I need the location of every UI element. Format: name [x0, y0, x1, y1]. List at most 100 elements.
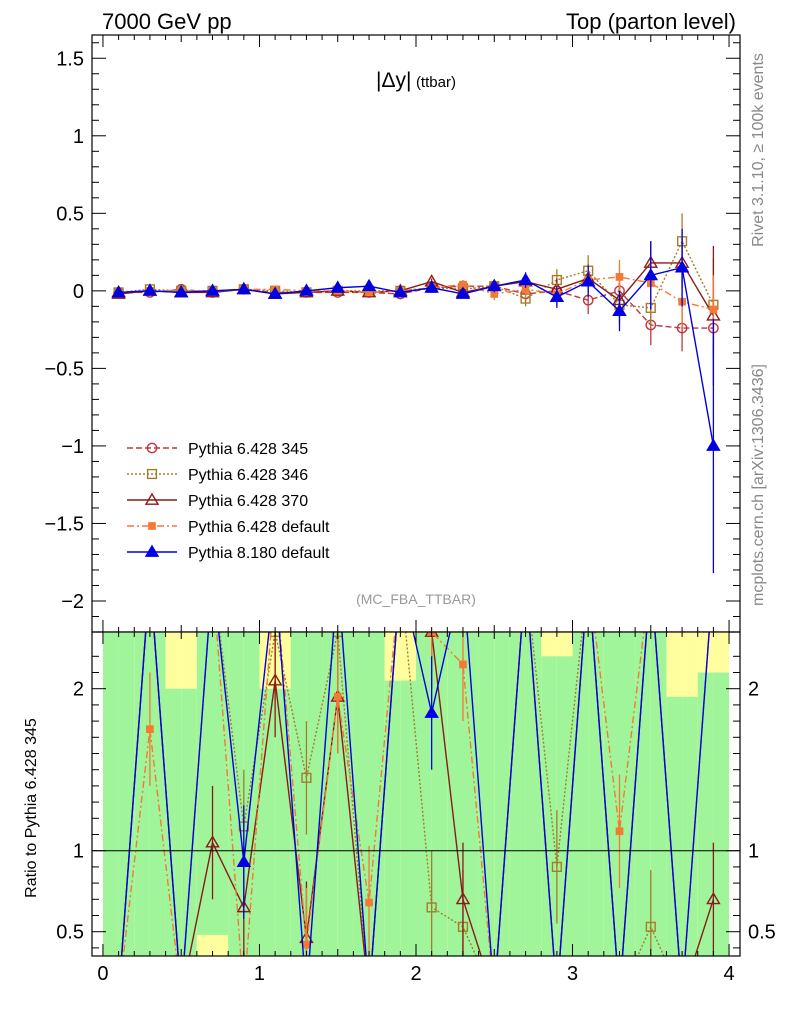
band-1sigma [494, 632, 510, 956]
main-panel: 1.5 1 0.5 0 −0.5 −1 −1.5 −2 [45, 34, 741, 633]
series-line [118, 266, 715, 447]
x-tick-label: 3 [567, 963, 578, 985]
x-tick-label: 4 [723, 963, 734, 985]
data-point [612, 303, 627, 316]
observable-title-main: |Δy| [376, 69, 411, 92]
band-1sigma [337, 632, 354, 956]
rivet-version-label: Rivet 3.1.10, ≥ 100k events [750, 53, 767, 247]
data-point [424, 280, 439, 293]
series-pythia-6-428-345 [113, 275, 719, 360]
observable-title: |Δy| (ttbar) [376, 69, 456, 92]
legend-label: Pythia 6.428 370 [188, 493, 308, 510]
band-1sigma [306, 632, 323, 956]
legend-label: Pythia 8.180 default [188, 545, 330, 562]
x-tick-label: 2 [410, 963, 421, 985]
data-point [173, 284, 189, 298]
y-tick-label: 1.5 [56, 48, 84, 70]
ratio-line [122, 632, 710, 956]
energy-label: 7000 GeV pp [102, 9, 232, 34]
analysis-tag: (MC_FBA_TTBAR) [356, 591, 476, 607]
legend-marker [146, 468, 158, 480]
data-point [518, 272, 533, 285]
data-point [205, 283, 220, 296]
band-1sigma [525, 632, 542, 956]
band-1sigma [118, 632, 135, 956]
band-1sigma [650, 632, 667, 956]
legend-label: Pythia 6.428 345 [188, 441, 308, 458]
ratio-point [236, 854, 252, 867]
ratio-point [146, 725, 154, 734]
band-1sigma [322, 632, 338, 956]
band-1sigma [603, 632, 620, 956]
ratio-point [301, 772, 312, 783]
data-point [709, 305, 718, 314]
ratio-y-tick-label-right: 1 [748, 841, 759, 863]
ratio-point [551, 861, 562, 873]
band-1sigma [165, 688, 182, 956]
data-point [486, 278, 502, 292]
main-series-layer [111, 213, 721, 574]
data-point [299, 283, 314, 296]
data-point [549, 289, 565, 302]
ratio-pythia-8-180-default [120, 632, 710, 956]
data-point [267, 286, 283, 299]
band-1sigma [509, 632, 526, 956]
band-1sigma [478, 632, 495, 956]
ratio-point [365, 898, 373, 907]
legend-entry: Pythia 6.428 346 [127, 467, 308, 484]
data-point [490, 290, 499, 298]
y-tick-label: −1 [61, 436, 84, 458]
band-1sigma [556, 656, 573, 956]
band-1sigma [572, 632, 589, 956]
ratio-point [205, 835, 220, 848]
band-1sigma [369, 632, 385, 956]
ratio-y-tick-label: 1 [73, 841, 84, 863]
ratio-point [455, 891, 471, 905]
series-pythia-8-180-default [111, 228, 721, 574]
legend-entry: Pythia 6.428 370 [127, 492, 308, 510]
legend-marker [144, 492, 160, 505]
data-point [706, 438, 721, 451]
band-1sigma [619, 632, 636, 956]
y-tick-label: −1.5 [45, 513, 84, 535]
process-label: Top (parton level) [566, 9, 736, 34]
legend-entry: Pythia 8.180 default [127, 544, 330, 562]
legend-marker [144, 544, 160, 557]
data-point [393, 284, 408, 298]
data-point [365, 288, 373, 297]
ratio-y-tick-label: 2 [73, 679, 84, 701]
y-tick-label: 0.5 [56, 203, 84, 225]
band-1sigma [697, 672, 714, 956]
ratio-point [267, 673, 283, 686]
band-1sigma [588, 632, 604, 956]
legend-entry: Pythia 6.428 345 [127, 441, 308, 458]
data-point [674, 260, 690, 273]
legend-label: Pythia 6.428 default [188, 519, 330, 536]
y-tick-label: −0.5 [45, 358, 84, 380]
band-1sigma [290, 632, 307, 956]
band-1sigma [666, 696, 683, 956]
data-point [455, 286, 471, 299]
y-tick-label: 1 [73, 126, 84, 148]
data-point [580, 274, 596, 287]
ratio-y-axis-label: Ratio to Pythia 6.428 345 [23, 718, 40, 898]
series-line [118, 239, 715, 309]
data-point [142, 283, 158, 296]
data-point [615, 273, 624, 281]
ratio-bands [102, 632, 730, 956]
data-point [459, 280, 467, 289]
series-pythia-6-428-346 [113, 213, 719, 352]
legend-entry: Pythia 6.428 default [127, 519, 330, 536]
band-1sigma [384, 680, 401, 956]
ratio-point [459, 660, 467, 669]
x-tick-label: 0 [97, 963, 108, 985]
data-point [643, 267, 659, 281]
band-1sigma [541, 656, 557, 956]
ratio-panel: 0 1 2 3 4 0.5 0.5 1 1 2 2 [56, 631, 776, 985]
ratio-point [333, 692, 342, 701]
band-1sigma [447, 632, 463, 956]
ratio-y-tick-label-right: 2 [748, 679, 759, 701]
data-point [236, 281, 252, 295]
x-tick-label: 1 [254, 963, 265, 985]
